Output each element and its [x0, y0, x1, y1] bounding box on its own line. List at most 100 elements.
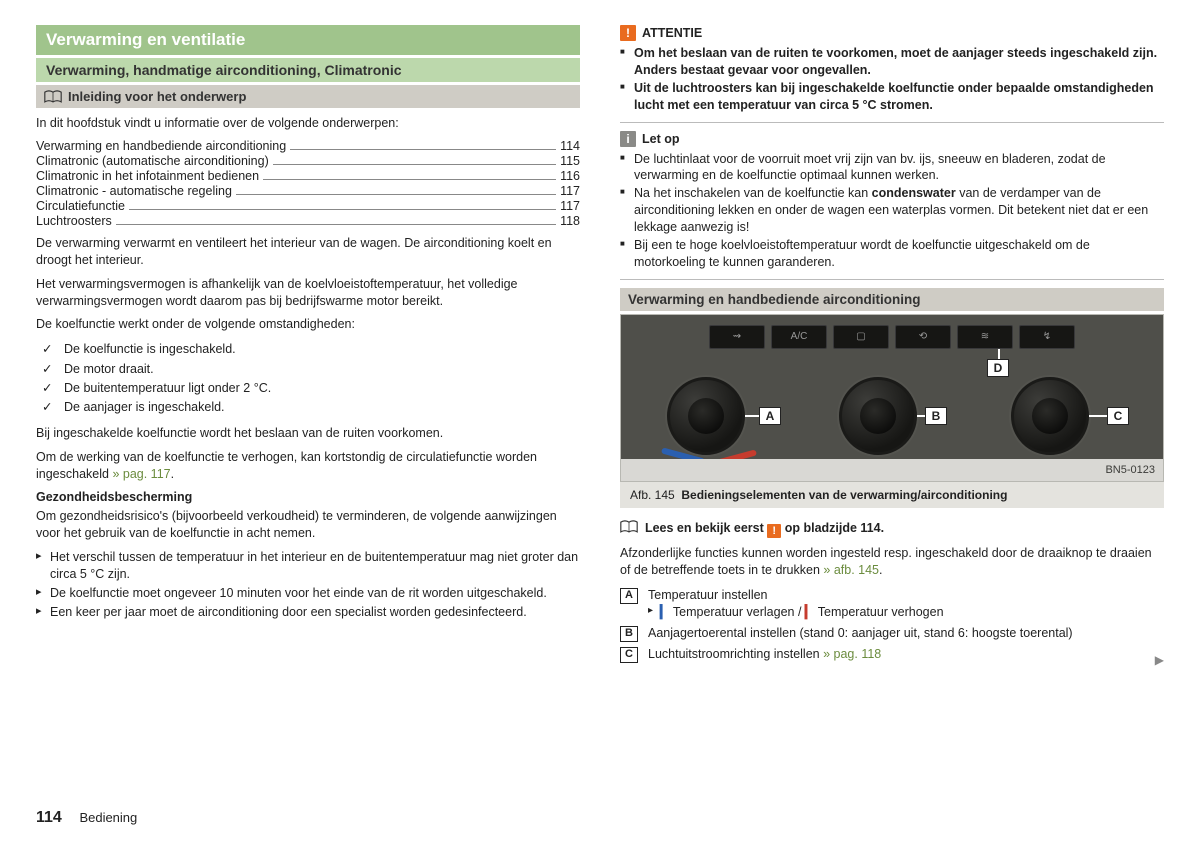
figure-code: BN5-0123	[1105, 464, 1155, 476]
toc-leader	[236, 194, 556, 195]
legend-a-sub-b: Temperatuur verhogen	[815, 605, 944, 619]
caption-label: Afb. 145	[630, 488, 675, 502]
toc-page: 117	[560, 199, 580, 213]
body-p5-end: .	[171, 467, 174, 481]
page-ref-118[interactable]: » pag. 118	[823, 647, 881, 661]
dial-temperature	[667, 377, 745, 455]
toc-label: Climatronic - automatische regeling	[36, 184, 232, 198]
toc-page: 118	[560, 214, 580, 228]
health-intro: Om gezondheidsrisico's (bijvoorbeeld ver…	[36, 508, 580, 542]
legend: A Temperatuur instellen ▎ Temperatuur ve…	[620, 587, 1164, 663]
figure-footer: BN5-0123	[621, 459, 1163, 481]
footer-section: Bediening	[79, 810, 137, 825]
bullet-item: Het verschil tussen de temperatuur in he…	[36, 549, 580, 583]
read-first-a: Lees en bekijk eerst	[645, 521, 767, 535]
page-ref-117[interactable]: » pag. 117	[112, 467, 170, 481]
toc-leader	[129, 209, 556, 210]
note-label: Let op	[642, 132, 680, 146]
callout-line	[1089, 415, 1107, 417]
callout-b: B	[925, 407, 947, 425]
dial-fan	[839, 377, 917, 455]
legend-a-text: Temperatuur instellen	[648, 587, 944, 604]
note-item: Na het inschakelen van de koelfunctie ka…	[620, 185, 1164, 236]
dial-airflow	[1011, 377, 1089, 455]
toc-page: 116	[560, 169, 580, 183]
toc: Verwarming en handbediende airconditioni…	[36, 139, 580, 228]
attention-label: ATTENTIE	[642, 26, 702, 40]
legend-a-sub: ▎ Temperatuur verlagen / ▎ Temperatuur v…	[648, 604, 944, 621]
legend-b-text: Aanjagertoerental instellen (stand 0: aa…	[648, 625, 1073, 642]
toc-row[interactable]: Luchtroosters 118	[36, 214, 580, 228]
book-icon	[620, 520, 638, 534]
body-p4: Bij ingeschakelde koelfunctie wordt het …	[36, 425, 580, 442]
attention-list: Om het beslaan van de ruiten te voorkome…	[620, 45, 1164, 114]
body-p2: Het verwarmingsvermogen is afhankelijk v…	[36, 276, 580, 310]
note-heading: i Let op	[620, 131, 1164, 147]
warning-icon: !	[767, 524, 781, 538]
check-list: De koelfunctie is ingeschakeld.De motor …	[42, 340, 580, 418]
divider	[620, 122, 1164, 123]
subsection-bar: Verwarming en handbediende airconditioni…	[620, 288, 1164, 311]
after-fig-text: Afzonderlijke functies kunnen worden ing…	[620, 546, 1152, 577]
section-subtitle: Verwarming, handmatige airconditioning, …	[36, 58, 580, 82]
toc-leader	[263, 179, 556, 180]
after-fig-end: .	[879, 563, 882, 577]
legend-row-a: A Temperatuur instellen ▎ Temperatuur ve…	[620, 587, 1164, 621]
toc-row[interactable]: Circulatiefunctie 117	[36, 199, 580, 213]
bullet-item: Een keer per jaar moet de airconditionin…	[36, 604, 580, 621]
control-button: ⟲	[895, 325, 951, 349]
bullet-item: De koelfunctie moet ongeveer 10 minuten …	[36, 585, 580, 602]
toc-label: Circulatiefunctie	[36, 199, 125, 213]
toc-label: Luchtroosters	[36, 214, 112, 228]
legend-row-b: B Aanjagertoerental instellen (stand 0: …	[620, 625, 1164, 642]
legend-c-text: Luchtuitstroomrichting instellen » pag. …	[648, 646, 881, 663]
callout-a: A	[759, 407, 781, 425]
note-item: Bij een te hoge koelvloeistoftemperatuur…	[620, 237, 1164, 271]
callout-d: D	[987, 359, 1009, 377]
legend-box-c: C	[620, 647, 638, 663]
check-item: De koelfunctie is ingeschakeld.	[42, 340, 580, 359]
right-column: ! ATTENTIE Om het beslaan van de ruiten …	[620, 25, 1164, 667]
toc-row[interactable]: Climatronic - automatische regeling 117	[36, 184, 580, 198]
toc-page: 117	[560, 184, 580, 198]
note-item: De luchtinlaat voor de voorruit moet vri…	[620, 151, 1164, 185]
toc-row[interactable]: Climatronic in het infotainment bedienen…	[36, 169, 580, 183]
book-icon	[44, 90, 62, 104]
toc-page: 115	[560, 154, 580, 168]
control-button: ▢	[833, 325, 889, 349]
info-icon: i	[620, 131, 636, 147]
callout-c: C	[1107, 407, 1129, 425]
legend-a-sub-a: Temperatuur verlagen /	[670, 605, 805, 619]
continue-arrow-icon: ▶	[1155, 653, 1164, 667]
callout-line	[745, 415, 759, 417]
toc-row[interactable]: Verwarming en handbediende airconditioni…	[36, 139, 580, 153]
intro-bar-text: Inleiding voor het onderwerp	[68, 89, 246, 104]
divider	[620, 279, 1164, 280]
page-number: 114	[36, 809, 62, 826]
after-fig-para: Afzonderlijke functies kunnen worden ing…	[620, 545, 1164, 579]
control-button: A/C	[771, 325, 827, 349]
toc-leader	[290, 149, 556, 150]
section-title: Verwarming en ventilatie	[36, 25, 580, 55]
health-list: Het verschil tussen de temperatuur in he…	[36, 549, 580, 621]
warning-icon: !	[620, 25, 636, 41]
intro-line: In dit hoofdstuk vindt u informatie over…	[36, 115, 580, 132]
attention-item: Om het beslaan van de ruiten te voorkome…	[620, 45, 1164, 79]
red-bar-icon: ▎	[805, 605, 815, 619]
note-list: De luchtinlaat voor de voorruit moet vri…	[620, 151, 1164, 271]
caption-text: Bedieningselementen van de verwarming/ai…	[681, 488, 1007, 502]
intro-bar: Inleiding voor het onderwerp	[36, 85, 580, 108]
control-button: ⇝	[709, 325, 765, 349]
figure-caption: Afb. 145 Bedieningselementen van de verw…	[620, 482, 1164, 508]
fig-ref-145[interactable]: » afb. 145	[823, 563, 879, 577]
body-p3: De koelfunctie werkt onder de volgende o…	[36, 316, 580, 333]
health-heading: Gezondheidsbescherming	[36, 489, 580, 506]
check-item: De aanjager is ingeschakeld.	[42, 398, 580, 417]
figure-145: ⇝A/C▢⟲≋↯ A B C D BN5-0123	[620, 314, 1164, 482]
toc-page: 114	[560, 139, 580, 153]
control-button: ≋	[957, 325, 1013, 349]
blue-bar-icon: ▎	[660, 605, 670, 619]
toc-label: Verwarming en handbediende airconditioni…	[36, 139, 286, 153]
check-item: De motor draait.	[42, 360, 580, 379]
toc-row[interactable]: Climatronic (automatische airconditionin…	[36, 154, 580, 168]
